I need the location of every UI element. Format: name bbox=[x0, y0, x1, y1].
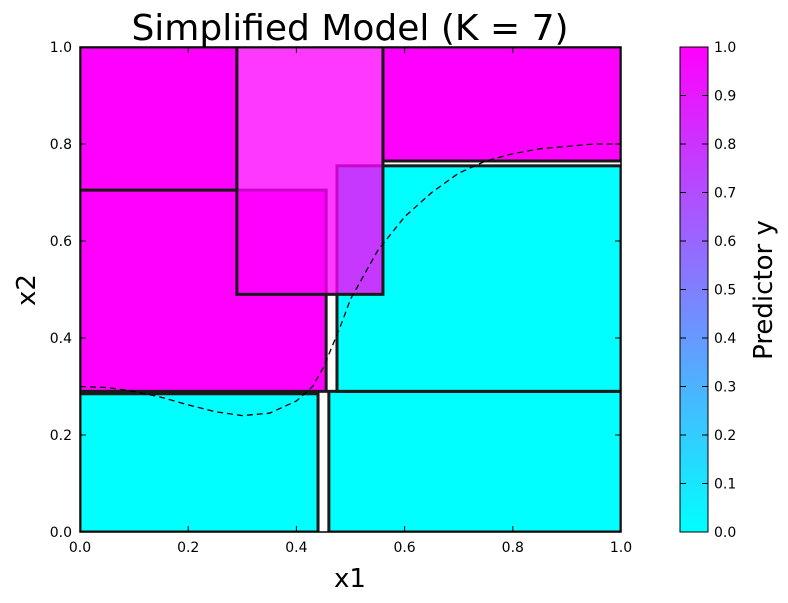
plot-frame bbox=[79, 46, 622, 533]
colorbar-tick-label: 0.7 bbox=[714, 186, 736, 202]
y-tick-label: 0.2 bbox=[50, 428, 72, 444]
y-axis-ticks: 0.0 0.2 0.4 0.6 0.8 1.0 bbox=[50, 40, 621, 541]
colorbar-ticks: 0.0 0.1 0.2 0.3 0.4 0.5 0.6 0.7 0.8 0.9 1.0 bbox=[680, 40, 736, 541]
colorbar-tick-label: 0.5 bbox=[714, 283, 736, 299]
decision-boundary-curve bbox=[80, 143, 621, 417]
colorbar-tick-label: 0.2 bbox=[714, 428, 736, 444]
x-tick-label: 0.0 bbox=[69, 540, 91, 556]
x-tick-label: 0.6 bbox=[393, 540, 415, 556]
colorbar-tick-label: 0.6 bbox=[714, 234, 736, 250]
colorbar-tick-label: 0.8 bbox=[714, 137, 736, 153]
y-tick-label: 1.0 bbox=[50, 40, 72, 56]
x-tick-label: 0.2 bbox=[177, 540, 199, 556]
x-tick-label: 0.8 bbox=[502, 540, 524, 556]
partition-box-1 bbox=[80, 392, 320, 532]
y-axis-label: x2 bbox=[12, 274, 42, 306]
plot-area bbox=[79, 46, 622, 533]
x-tick-label: 1.0 bbox=[610, 540, 632, 556]
y-tick-label: 0.8 bbox=[50, 137, 72, 153]
colorbar-label: Predictor y bbox=[749, 220, 779, 360]
colorbar-tick-label: 0.0 bbox=[714, 525, 736, 541]
x-axis-label: x1 bbox=[334, 564, 366, 594]
y-tick-label: 0.6 bbox=[50, 234, 72, 250]
partition-box-5 bbox=[80, 47, 239, 192]
partition-box-2 bbox=[327, 389, 621, 532]
y-tick-label: 0.0 bbox=[50, 525, 72, 541]
colorbar-tick-label: 0.3 bbox=[714, 380, 736, 396]
colorbar: 0.0 0.1 0.2 0.3 0.4 0.5 0.6 0.7 0.8 0.9 1.0 Predic… bbox=[679, 40, 779, 541]
x-axis-ticks: 0.0 0.2 0.4 0.6 0.8 1.0 bbox=[69, 47, 632, 556]
colorbar-tick-label: 1.0 bbox=[714, 40, 736, 56]
colorbar-tick-label: 0.4 bbox=[714, 331, 736, 347]
colorbar-tick-label: 0.9 bbox=[714, 89, 736, 105]
chart-title: Simplified Model (K = 7) bbox=[131, 8, 568, 49]
colorbar-tick-label: 0.1 bbox=[714, 477, 736, 493]
partition-box-7 bbox=[235, 47, 385, 296]
partition-boxes bbox=[80, 47, 621, 532]
partition-box-6 bbox=[381, 47, 621, 163]
y-tick-label: 0.4 bbox=[50, 331, 72, 347]
x-tick-label: 0.4 bbox=[285, 540, 307, 556]
